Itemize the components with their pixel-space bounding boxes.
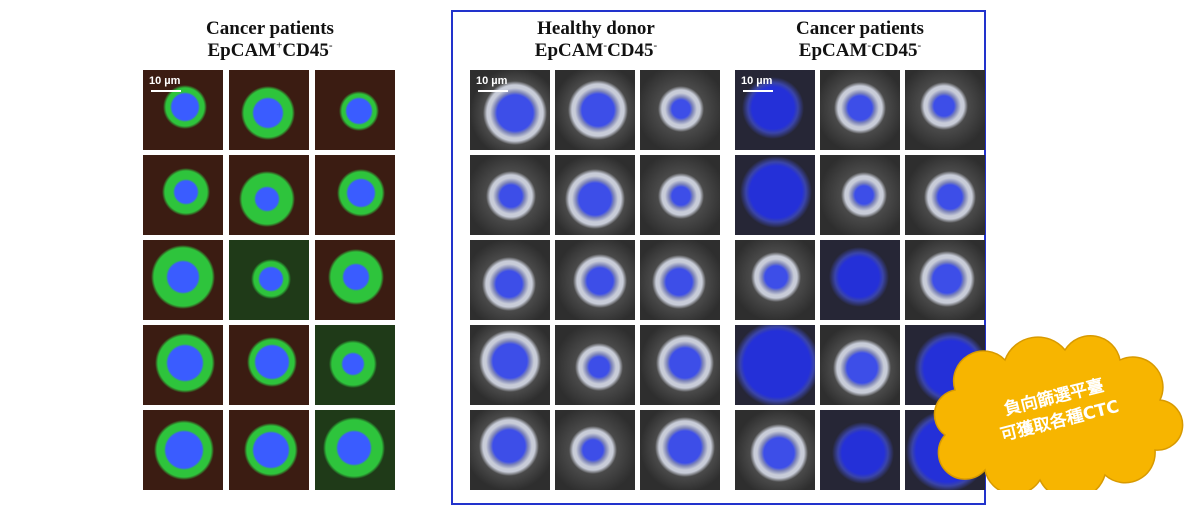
marker: CD45 <box>607 40 654 61</box>
cell-image <box>820 240 900 320</box>
cell-image <box>315 70 395 150</box>
marker-sup: + <box>276 39 283 52</box>
cell-image <box>143 325 223 405</box>
cell-image <box>143 410 223 490</box>
cell-image <box>555 325 635 405</box>
cloud-shape <box>933 334 1184 490</box>
cell-image <box>229 70 309 150</box>
scale-label: 10 µm <box>476 75 508 87</box>
cell-image <box>735 155 815 235</box>
marker: EpCAM <box>207 40 277 61</box>
cell-image <box>735 325 815 405</box>
cell-image <box>905 70 985 150</box>
scale-label: 10 µm <box>149 75 181 87</box>
cell-image <box>315 325 395 405</box>
cell-image <box>555 410 635 490</box>
scale-label: 10 µm <box>741 75 773 87</box>
cell-image <box>470 240 550 320</box>
cell-image <box>229 410 309 490</box>
cell-image <box>315 410 395 490</box>
cell-image <box>315 240 395 320</box>
marker-sup: - <box>917 39 922 52</box>
marker: EpCAM <box>798 40 868 61</box>
cell-image <box>555 240 635 320</box>
cell-image <box>820 410 900 490</box>
cell-image <box>640 325 720 405</box>
scale-bar <box>743 90 773 92</box>
cell-image <box>820 70 900 150</box>
heading-marker: EpCAM-CD45- <box>476 40 716 62</box>
cell-image <box>640 410 720 490</box>
cell-image <box>640 240 720 320</box>
cell-image <box>470 325 550 405</box>
panel-frame <box>451 10 986 505</box>
cell-image <box>735 410 815 490</box>
cell-image <box>315 155 395 235</box>
callout-cloud: 負向篩選平臺 可獲取各種CTC <box>933 334 1184 490</box>
scale-bar <box>151 90 181 92</box>
marker: EpCAM <box>534 40 604 61</box>
panel-heading: Cancer patients EpCAM+CD45- <box>150 18 390 62</box>
heading-title: Cancer patients <box>206 18 334 39</box>
cell-image <box>640 155 720 235</box>
heading-marker: EpCAM+CD45- <box>150 40 390 62</box>
marker: CD45 <box>871 40 918 61</box>
cell-image <box>143 240 223 320</box>
panel-heading: Healthy donor EpCAM-CD45- <box>476 18 716 62</box>
cell-image <box>555 155 635 235</box>
marker-sup: - <box>603 39 608 52</box>
heading-title: Healthy donor <box>537 18 655 39</box>
scale-bar <box>478 90 508 92</box>
marker-sup: - <box>867 39 872 52</box>
cell-image <box>905 240 985 320</box>
heading-title: Cancer patients <box>796 18 924 39</box>
cell-image <box>143 155 223 235</box>
cell-image <box>470 155 550 235</box>
cell-image <box>640 70 720 150</box>
marker-sup: - <box>653 39 658 52</box>
cell-image <box>905 155 985 235</box>
heading-marker: EpCAM-CD45- <box>740 40 980 62</box>
cell-image <box>470 70 550 150</box>
cell-image <box>735 70 815 150</box>
cell-image <box>820 155 900 235</box>
marker-sup: - <box>328 39 333 52</box>
panel-heading: Cancer patients EpCAM-CD45- <box>740 18 980 62</box>
cell-image <box>735 240 815 320</box>
cell-image <box>229 240 309 320</box>
cell-image <box>820 325 900 405</box>
cell-image <box>229 155 309 235</box>
marker: CD45 <box>282 40 329 61</box>
cell-image <box>229 325 309 405</box>
cell-image <box>555 70 635 150</box>
cell-image <box>470 410 550 490</box>
cell-image <box>143 70 223 150</box>
